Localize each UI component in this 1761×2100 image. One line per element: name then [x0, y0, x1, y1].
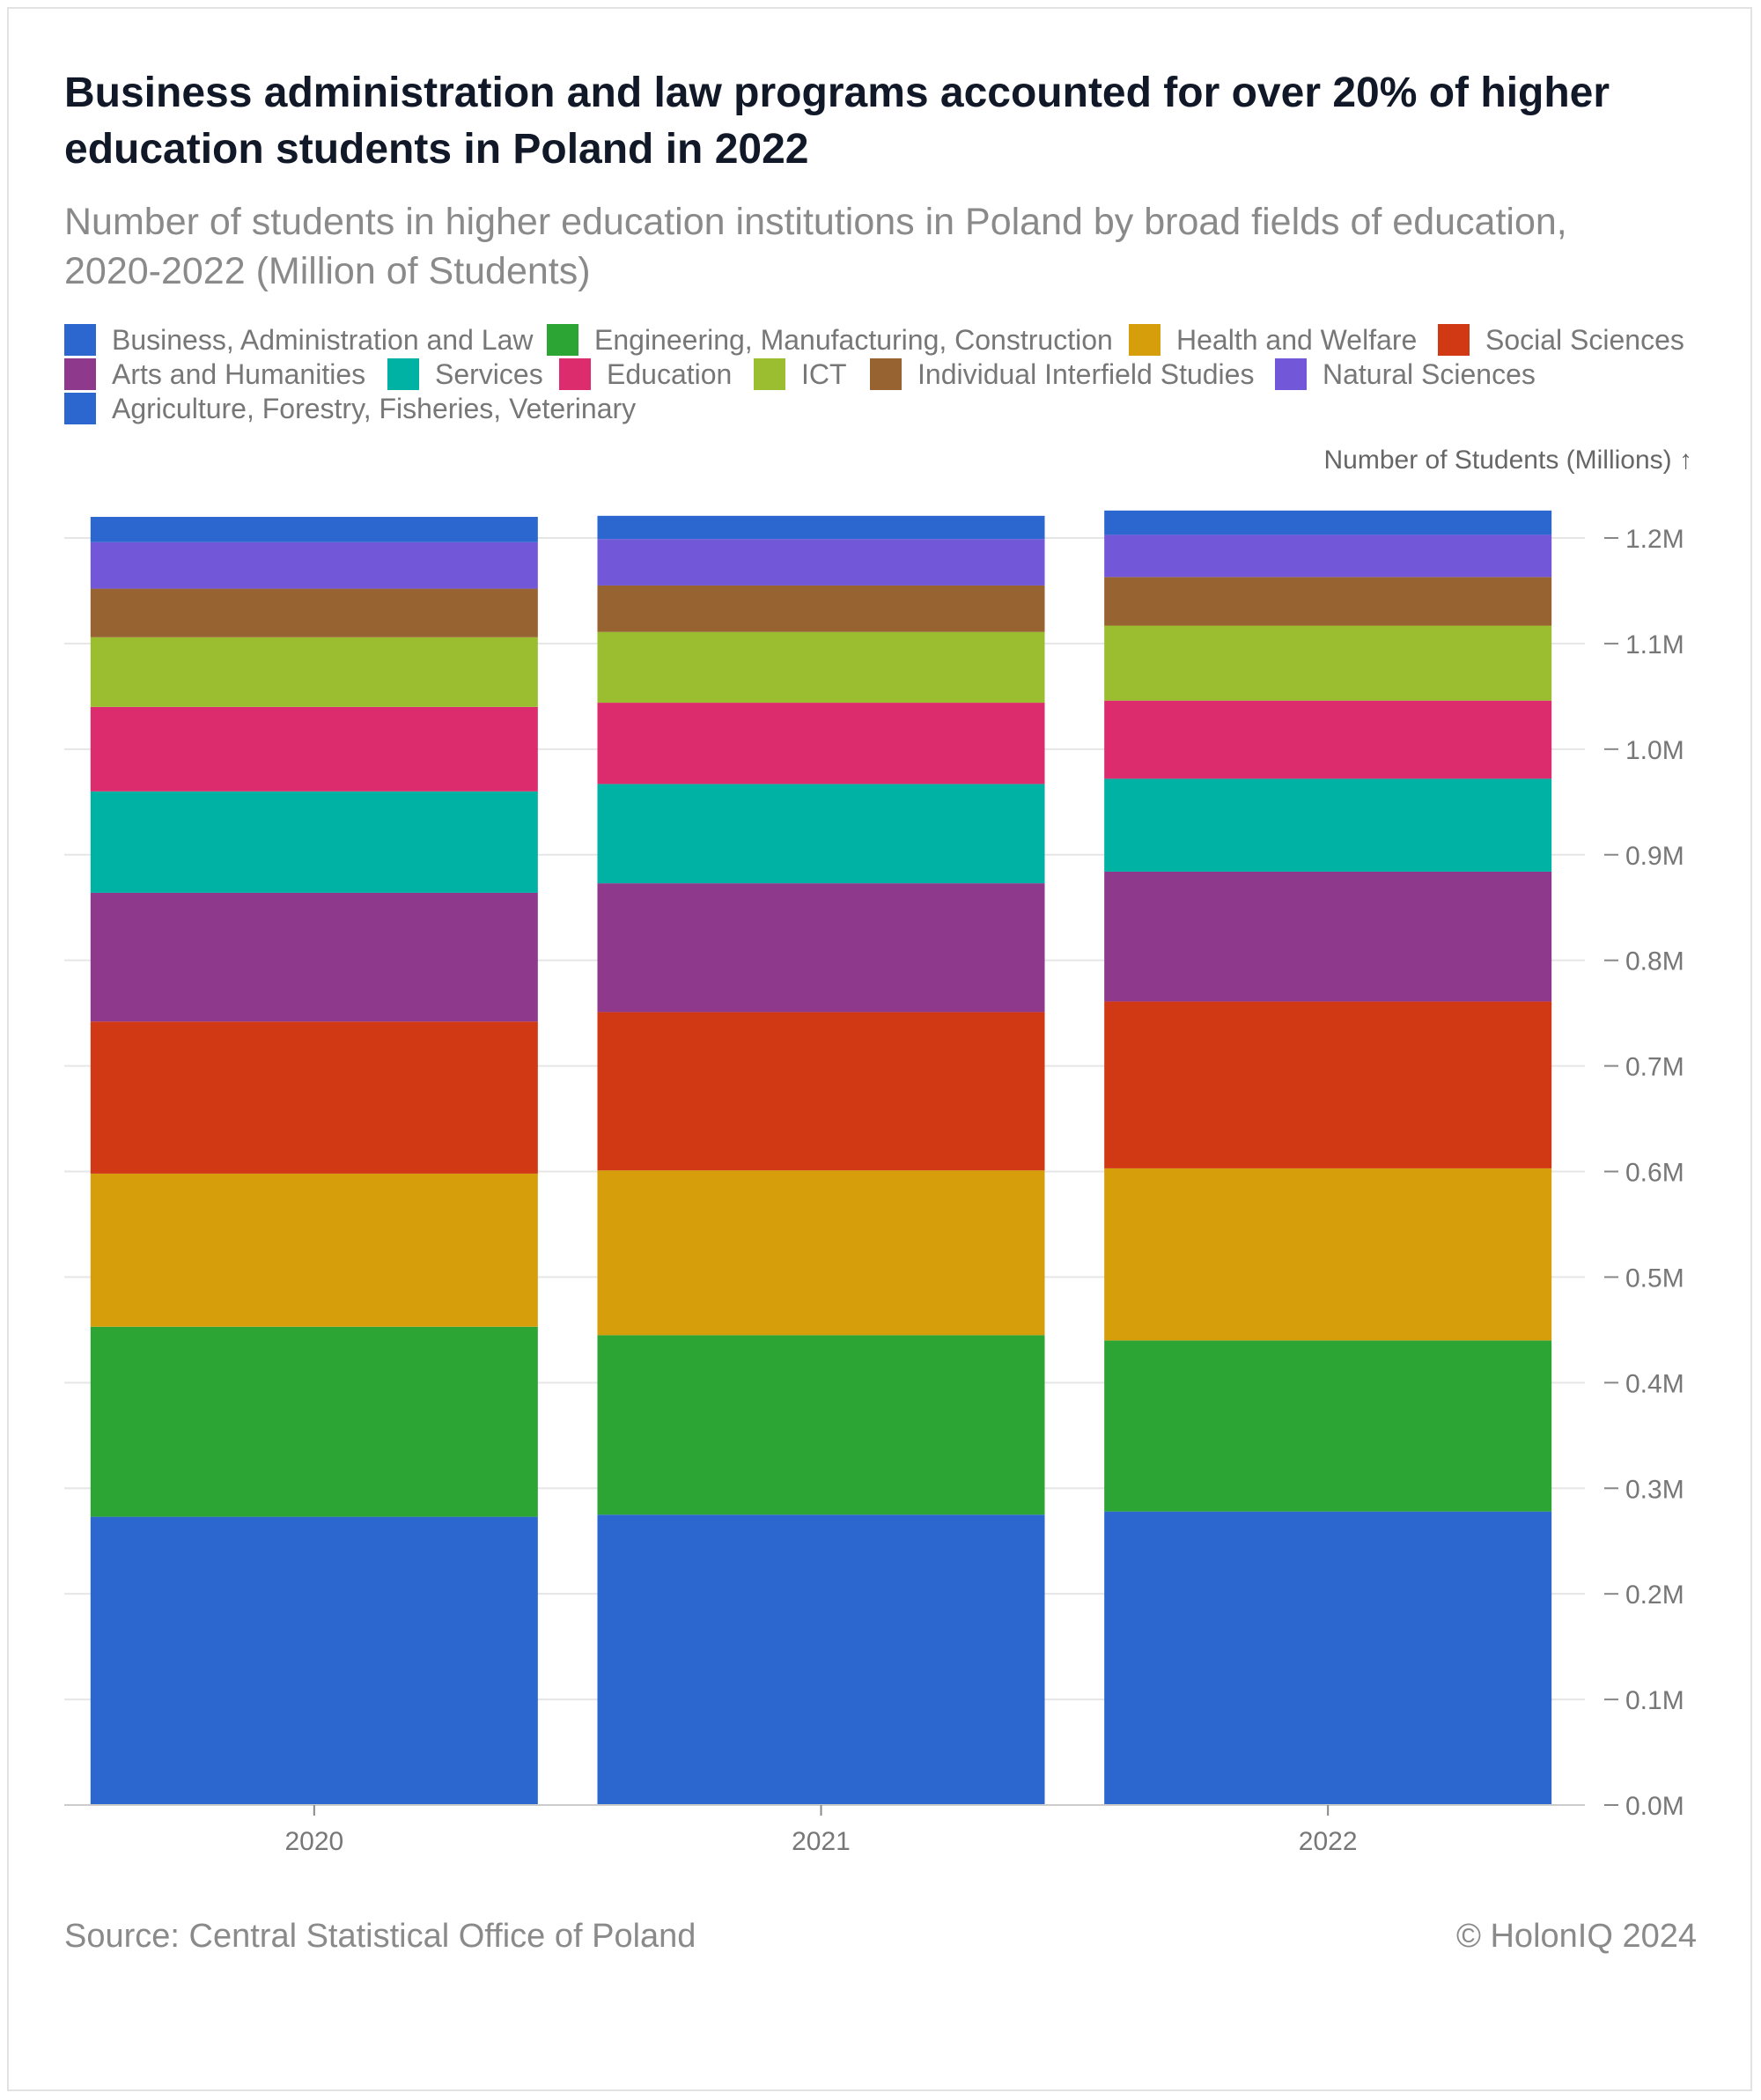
bar-segment	[90, 791, 538, 893]
y-axis: 0.0M 0.1M 0.2M 0.3M 0.4M 0.5M 0.6M 0.7M 0.8M 0.9M…	[1604, 525, 1684, 1821]
bar-segment	[1104, 778, 1552, 872]
legend-swatch	[559, 358, 591, 390]
bar-segment	[597, 585, 1045, 632]
bar-segment	[1104, 871, 1552, 1002]
legend-swatch	[64, 324, 96, 356]
bar-segment	[90, 588, 538, 637]
copyright-note: © HolonIQ 2024	[1455, 1918, 1697, 1955]
bar-segment	[90, 1516, 538, 1805]
legend-item-health[interactable]: Health and Welfare	[1129, 322, 1417, 357]
legend-label: Services	[435, 357, 543, 390]
bar-segment	[597, 539, 1045, 586]
legend-swatch	[387, 358, 419, 390]
y-tick-label: 0.4M	[1625, 1369, 1684, 1398]
bar-segment	[90, 706, 538, 792]
y-tick-label: 0.2M	[1625, 1581, 1684, 1610]
bar-segment	[1104, 625, 1552, 701]
legend-item-business[interactable]: Business, Administration and Law	[64, 322, 533, 357]
x-tick-label: 2020	[284, 1827, 343, 1856]
bar-segment	[90, 517, 538, 542]
bar-segment	[597, 784, 1045, 884]
bars	[90, 510, 1552, 1805]
legend-item-natural[interactable]: Natural Sciences	[1275, 357, 1536, 392]
legend-row-2: Arts and Humanities Services Education I…	[64, 357, 1684, 392]
bar-segment	[90, 1173, 538, 1327]
legend-label: Engineering, Manufacturing, Construction	[594, 323, 1113, 356]
y-tick-label: 1.2M	[1625, 525, 1684, 554]
bar-segment	[597, 1012, 1045, 1171]
y-tick-label: 1.0M	[1625, 736, 1684, 765]
y-tick-label: 0.8M	[1625, 947, 1684, 976]
chart-title: Business administration and law programs…	[64, 70, 1610, 173]
y-tick-label: 1.1M	[1625, 630, 1684, 659]
bar-segment	[597, 703, 1045, 785]
bar-segment	[90, 637, 538, 707]
x-tick-label: 2022	[1299, 1827, 1358, 1856]
bar-segment	[90, 892, 538, 1022]
bar-segment	[597, 1514, 1045, 1805]
source-note: Source: Central Statistical Office of Po…	[64, 1918, 696, 1955]
bar-segment	[90, 542, 538, 589]
bar-segment	[1104, 1340, 1552, 1512]
bar-segment	[597, 515, 1045, 540]
legend-label: Education	[607, 357, 733, 390]
legend-swatch	[1129, 324, 1160, 356]
legend-item-agriculture[interactable]: Agriculture, Forestry, Fisheries, Veteri…	[64, 391, 636, 426]
legend-swatch	[870, 358, 902, 390]
x-tick-label: 2021	[792, 1827, 851, 1856]
legend-label: Health and Welfare	[1176, 323, 1418, 356]
legend-label: ICT	[801, 357, 847, 390]
bar-segment	[1104, 577, 1552, 626]
y-tick-label: 0.0M	[1625, 1792, 1684, 1821]
bar-segment	[1104, 1168, 1552, 1341]
legend-swatch	[547, 324, 578, 356]
bar-segment	[597, 883, 1045, 1013]
legend-item-ict[interactable]: ICT	[754, 357, 847, 392]
y-tick-label: 0.5M	[1625, 1264, 1684, 1293]
chart-frame	[7, 7, 1752, 2091]
y-tick-label: 0.1M	[1625, 1686, 1684, 1715]
legend-label: Individual Interfield Studies	[917, 357, 1255, 390]
y-tick-label: 0.6M	[1625, 1159, 1684, 1188]
bar-segment	[597, 1170, 1045, 1336]
legend-swatch	[64, 358, 96, 390]
legend-label: Natural Sciences	[1323, 357, 1536, 390]
bar-segment	[1104, 1511, 1552, 1805]
legend-swatch	[1275, 358, 1307, 390]
y-tick-label: 0.7M	[1625, 1053, 1684, 1082]
bar-segment	[90, 1021, 538, 1174]
legend-row-3: Agriculture, Forestry, Fisheries, Veteri…	[64, 391, 1684, 426]
legend-swatch	[754, 358, 785, 390]
legend-item-interfield[interactable]: Individual Interfield Studies	[870, 357, 1254, 392]
legend-item-education[interactable]: Education	[559, 357, 732, 392]
y-tick-label: 0.9M	[1625, 842, 1684, 871]
y-axis-title: Number of Students (Millions) ↑	[1323, 446, 1692, 475]
x-axis: 2020 2021 2022	[64, 1804, 1585, 1856]
legend-label: Arts and Humanities	[112, 357, 366, 390]
bar-segment	[1104, 1001, 1552, 1168]
legend-label: Business, Administration and Law	[112, 323, 534, 356]
bar-segment	[1104, 700, 1552, 779]
legend-label: Social Sciences	[1485, 323, 1684, 356]
bar-segment	[90, 1326, 538, 1517]
bar-segment	[597, 1335, 1045, 1515]
legend-swatch	[1438, 324, 1470, 356]
bar-segment	[1104, 534, 1552, 578]
legend-item-engineering[interactable]: Engineering, Manufacturing, Construction	[547, 322, 1113, 357]
y-tick-label: 0.3M	[1625, 1475, 1684, 1504]
legend-label: Agriculture, Forestry, Fisheries, Veteri…	[112, 392, 637, 424]
legend-item-social[interactable]: Social Sciences	[1438, 322, 1684, 357]
legend-swatch	[64, 393, 96, 424]
stacked-bar-chart: 0.0M 0.1M 0.2M 0.3M 0.4M 0.5M 0.6M 0.7M 0.8M 0.9M…	[64, 510, 1684, 1856]
legend-item-arts[interactable]: Arts and Humanities	[64, 357, 365, 392]
chart-subtitle: Number of students in higher education i…	[64, 201, 1567, 292]
bar-segment	[597, 631, 1045, 704]
bar-segment	[1104, 510, 1552, 535]
legend-row-1: Business, Administration and Law Enginee…	[64, 322, 1684, 357]
legend-item-services[interactable]: Services	[387, 357, 543, 392]
